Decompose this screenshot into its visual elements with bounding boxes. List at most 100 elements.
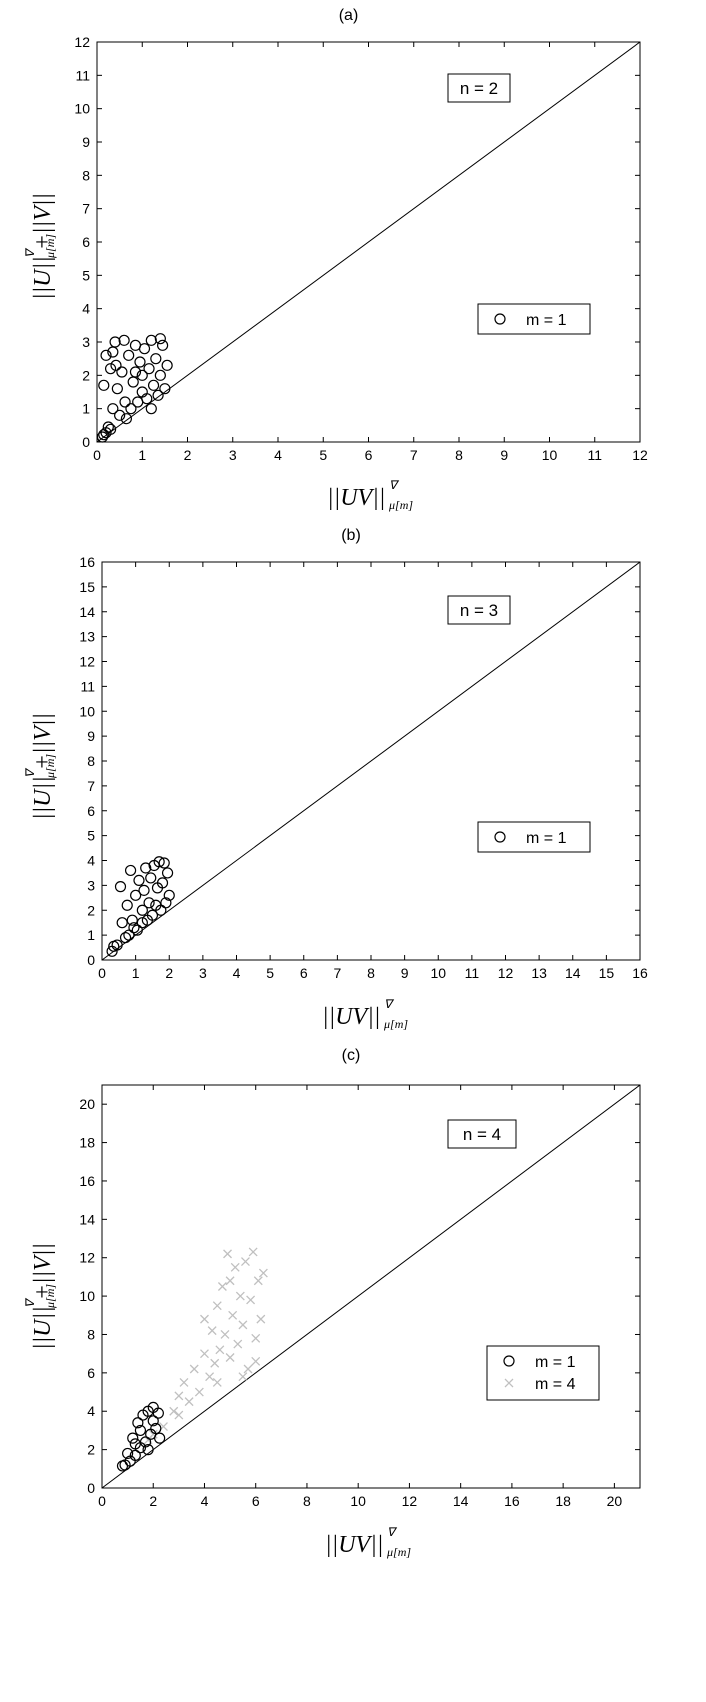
y-tick-label: 10 — [79, 1288, 95, 1304]
x-tick-label: 9 — [500, 447, 508, 463]
legend-label: m = 4 — [535, 1376, 576, 1393]
data-point — [225, 1276, 235, 1286]
x-tick-label: 11 — [587, 447, 602, 463]
y-tick-label: 12 — [79, 654, 95, 670]
data-point — [122, 1447, 134, 1460]
data-point — [138, 884, 150, 896]
data-point — [141, 393, 153, 405]
panel-c: (c) 0 2 4 6 8 10 12 14 16 18 20 0 2 4 6 8 10 12 14 16 18 20 n =… — [23, 1047, 641, 1559]
y-tick-label: 16 — [79, 554, 95, 570]
y-tick-label: 2 — [87, 902, 95, 918]
y-tick-label: 14 — [79, 604, 95, 620]
data-point — [128, 922, 140, 934]
x-tick-label: 11 — [465, 965, 480, 981]
x-tick-label: 2 — [149, 1493, 157, 1509]
x-tick-label: 12 — [402, 1493, 418, 1509]
data-point — [152, 389, 164, 401]
data-point — [169, 1406, 179, 1416]
data-point — [138, 343, 151, 355]
y-axis-label-group: ||U|| +||V||∇ μ[m] — [23, 1243, 57, 1350]
data-point — [127, 376, 139, 388]
y-tick-label: 6 — [87, 803, 95, 819]
panel-b: (b)0 1 2 3 4 5 6 7 8 9 10 11 12 13 14 15 160123456789101… — [23, 527, 648, 1031]
annotation-label: n = 2 — [460, 79, 498, 98]
data-point — [154, 333, 166, 345]
reference-line — [96, 41, 641, 443]
legend-marker — [494, 831, 506, 843]
legend-marker — [504, 1378, 514, 1388]
y-tick-label: 12 — [74, 34, 90, 50]
x-tick-label: 6 — [252, 1493, 260, 1509]
y-tick-label: 14 — [79, 1211, 95, 1227]
y-tick-label: 15 — [79, 579, 95, 595]
y-tick-label: 7 — [87, 778, 95, 794]
data-point — [129, 1438, 141, 1450]
data-point — [147, 379, 160, 391]
data-point — [114, 409, 126, 421]
data-point — [143, 897, 155, 909]
data-point — [116, 917, 128, 929]
y-tick-label: 6 — [82, 234, 90, 250]
y-tick-label: 8 — [82, 167, 90, 183]
data-point — [148, 1429, 158, 1439]
data-point — [150, 353, 162, 365]
data-point — [163, 889, 175, 901]
x-tick-label: 0 — [98, 1493, 106, 1509]
data-point — [120, 413, 133, 425]
data-point — [159, 383, 171, 395]
x-tick-label: 0 — [98, 965, 106, 981]
y-tick-label: 4 — [87, 853, 95, 869]
annotation-label: n = 4 — [463, 1125, 501, 1144]
y-tick-label: 11 — [80, 678, 95, 694]
data-point — [223, 1249, 232, 1259]
data-point — [153, 856, 165, 868]
data-point — [207, 1326, 217, 1336]
data-point — [140, 862, 152, 874]
y-tick-label: 8 — [87, 1326, 95, 1342]
x-tick-label: 2 — [184, 447, 192, 463]
data-point — [220, 1330, 230, 1339]
data-point — [205, 1372, 215, 1382]
legend — [486, 1345, 600, 1401]
data-point — [98, 379, 110, 391]
x-tick-label: 3 — [199, 965, 207, 981]
data-point — [158, 857, 170, 869]
x-tick-label: 6 — [300, 965, 308, 981]
x-axis-label: ||UV|| — [325, 1532, 383, 1558]
panel-title: (a) — [339, 7, 359, 24]
data-point — [131, 924, 143, 936]
y-tick-label: 10 — [74, 101, 90, 117]
y-tick-label: 4 — [82, 301, 90, 317]
x-tick-label: 3 — [229, 447, 237, 463]
data-point — [136, 917, 148, 929]
data-point — [109, 336, 121, 348]
data-point — [215, 1345, 225, 1355]
data-point — [258, 1268, 268, 1278]
x-axis-label-sub: μ[m] — [386, 1545, 411, 1559]
reference-line — [101, 561, 641, 961]
y-axis-label-sub: μ[m] — [43, 754, 57, 779]
annotation-box — [447, 73, 511, 103]
series-m=4 — [143, 1247, 268, 1445]
reference-line — [101, 1084, 641, 1489]
data-point — [243, 1364, 253, 1374]
x-axis-label-sup: ∇ — [387, 1525, 398, 1539]
y-axis-label-group: ||U|| +||V||∇ μ[m] — [23, 713, 57, 820]
data-point — [100, 349, 112, 361]
data-point — [133, 874, 145, 887]
y-axis-label-sub: μ[m] — [43, 1284, 57, 1309]
x-axis-label-sup: ∇ — [389, 478, 400, 492]
y-axis-label-sup: ∇ — [23, 1297, 37, 1308]
data-point — [104, 423, 117, 435]
data-point — [152, 1407, 164, 1419]
data-point — [121, 899, 133, 911]
y-tick-label: 11 — [75, 67, 90, 83]
y-tick-label: 9 — [82, 134, 90, 150]
x-tick-label: 4 — [274, 447, 282, 463]
x-tick-label: 18 — [555, 1493, 571, 1509]
legend-label: m = 1 — [526, 830, 567, 847]
data-point — [212, 1301, 222, 1311]
data-point — [233, 1339, 243, 1349]
data-point — [248, 1247, 258, 1257]
